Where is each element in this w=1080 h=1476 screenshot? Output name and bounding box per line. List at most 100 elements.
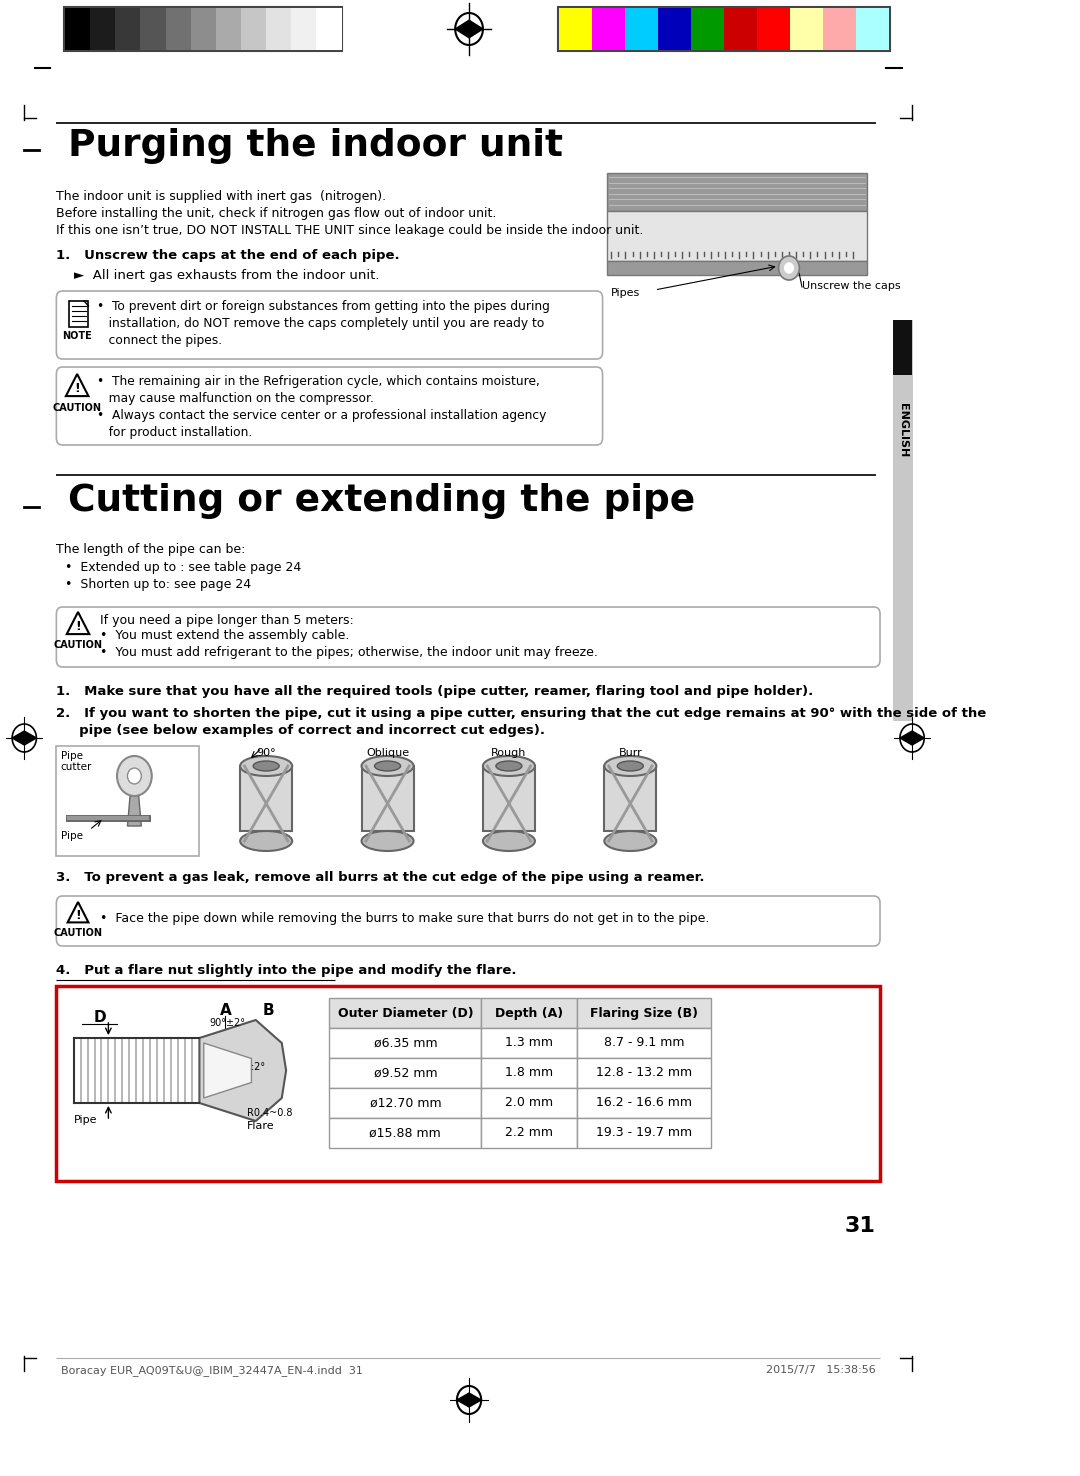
Text: A: A xyxy=(219,1004,231,1018)
Bar xyxy=(607,261,867,275)
Bar xyxy=(893,320,913,720)
Text: •  To prevent dirt or foreign substances from getting into the pipes during: • To prevent dirt or foreign substances … xyxy=(97,300,550,313)
Text: 16.2 - 16.6 mm: 16.2 - 16.6 mm xyxy=(596,1097,692,1110)
Text: D: D xyxy=(93,1010,106,1024)
Text: may cause malfunction on the compressor.: may cause malfunction on the compressor. xyxy=(97,393,374,404)
Bar xyxy=(607,173,867,211)
Bar xyxy=(691,7,724,50)
Bar xyxy=(56,986,880,1181)
Text: !: ! xyxy=(76,909,81,921)
Text: !: ! xyxy=(76,620,81,633)
Bar xyxy=(329,998,482,1027)
Ellipse shape xyxy=(496,762,522,770)
Text: Before installing the unit, check if nitrogen gas flow out of indoor unit.: Before installing the unit, check if nit… xyxy=(56,207,497,220)
Bar xyxy=(482,1088,577,1117)
Text: •  Shorten up to: see page 24: • Shorten up to: see page 24 xyxy=(65,579,252,590)
Circle shape xyxy=(785,263,794,273)
Polygon shape xyxy=(67,613,90,635)
Text: Burr: Burr xyxy=(619,748,643,759)
Text: 45°±2°: 45°±2° xyxy=(230,1063,266,1073)
Bar xyxy=(577,1117,711,1148)
Ellipse shape xyxy=(483,831,535,852)
Text: 31: 31 xyxy=(845,1216,876,1235)
Text: •  You must add refrigerant to the pipes; otherwise, the indoor unit may freeze.: • You must add refrigerant to the pipes;… xyxy=(99,646,597,658)
Text: Cutting or extending the pipe: Cutting or extending the pipe xyxy=(68,483,694,520)
Ellipse shape xyxy=(253,762,279,770)
Bar xyxy=(607,211,867,261)
Text: connect the pipes.: connect the pipes. xyxy=(97,334,222,347)
Ellipse shape xyxy=(240,831,293,852)
Bar xyxy=(592,7,625,50)
Circle shape xyxy=(127,768,141,784)
Text: The length of the pipe can be:: The length of the pipe can be: xyxy=(56,543,246,556)
Bar xyxy=(240,766,293,831)
Polygon shape xyxy=(457,1393,482,1407)
Bar xyxy=(558,7,890,52)
Text: 19.3 - 19.7 mm: 19.3 - 19.7 mm xyxy=(596,1126,692,1139)
Text: Unscrew the caps: Unscrew the caps xyxy=(802,280,901,291)
Bar xyxy=(757,7,789,50)
Bar xyxy=(316,7,341,50)
Text: ►  All inert gas exhausts from the indoor unit.: ► All inert gas exhausts from the indoor… xyxy=(73,269,379,282)
Text: 90°±2°: 90°±2° xyxy=(210,1018,246,1027)
Circle shape xyxy=(779,255,799,280)
Bar xyxy=(241,7,266,50)
Bar xyxy=(482,1027,577,1058)
Bar xyxy=(577,1027,711,1058)
Bar xyxy=(577,1058,711,1088)
Text: Pipe: Pipe xyxy=(60,751,83,762)
Text: Flare: Flare xyxy=(247,1120,274,1131)
Text: ø15.88 mm: ø15.88 mm xyxy=(369,1126,442,1139)
Ellipse shape xyxy=(618,762,644,770)
Bar xyxy=(625,7,658,50)
Text: Purging the indoor unit: Purging the indoor unit xyxy=(68,128,563,164)
Bar xyxy=(69,301,89,328)
Polygon shape xyxy=(12,731,37,745)
Bar xyxy=(329,1088,482,1117)
Text: Depth (A): Depth (A) xyxy=(495,1007,563,1020)
Text: •  Extended up to : see table page 24: • Extended up to : see table page 24 xyxy=(65,561,301,574)
Text: 12.8 - 13.2 mm: 12.8 - 13.2 mm xyxy=(596,1067,692,1079)
Text: ø9.52 mm: ø9.52 mm xyxy=(374,1067,437,1079)
Polygon shape xyxy=(204,1044,252,1098)
Bar xyxy=(116,7,140,50)
Bar xyxy=(329,1058,482,1088)
Bar xyxy=(482,1117,577,1148)
Text: Boracay EUR_AQ09T&U@_IBIM_32447A_EN-4.indd  31: Boracay EUR_AQ09T&U@_IBIM_32447A_EN-4.in… xyxy=(60,1365,363,1376)
Bar xyxy=(482,998,577,1027)
Text: 2015/7/7   15:38:56: 2015/7/7 15:38:56 xyxy=(766,1365,876,1376)
Bar xyxy=(292,7,316,50)
Ellipse shape xyxy=(240,756,293,776)
Text: NOTE: NOTE xyxy=(63,331,92,341)
Bar xyxy=(191,7,216,50)
Ellipse shape xyxy=(605,756,657,776)
Bar xyxy=(64,7,342,52)
Bar xyxy=(577,1088,711,1117)
Bar xyxy=(65,7,90,50)
Polygon shape xyxy=(68,902,89,922)
Ellipse shape xyxy=(605,831,657,852)
Text: Oblique: Oblique xyxy=(366,748,409,759)
Text: 1.   Make sure that you have all the required tools (pipe cutter, reamer, flarin: 1. Make sure that you have all the requi… xyxy=(56,685,813,698)
FancyBboxPatch shape xyxy=(56,607,880,667)
Text: 2.0 mm: 2.0 mm xyxy=(504,1097,553,1110)
Text: !: ! xyxy=(75,382,80,394)
Text: ø12.70 mm: ø12.70 mm xyxy=(369,1097,441,1110)
Bar xyxy=(329,1027,482,1058)
Text: 8.7 - 9.1 mm: 8.7 - 9.1 mm xyxy=(604,1036,684,1049)
Text: •  You must extend the assembly cable.: • You must extend the assembly cable. xyxy=(99,629,349,642)
Bar xyxy=(90,7,116,50)
Circle shape xyxy=(457,1386,482,1414)
Bar xyxy=(577,998,711,1027)
Bar xyxy=(823,7,855,50)
Text: 1.8 mm: 1.8 mm xyxy=(504,1067,553,1079)
Text: •  The remaining air in the Refrigeration cycle, which contains moisture,: • The remaining air in the Refrigeration… xyxy=(97,375,540,388)
Text: Outer Diameter (D): Outer Diameter (D) xyxy=(338,1007,473,1020)
Bar xyxy=(165,7,191,50)
FancyBboxPatch shape xyxy=(56,896,880,946)
Text: 3.   To prevent a gas leak, remove all burrs at the cut edge of the pipe using a: 3. To prevent a gas leak, remove all bur… xyxy=(56,871,705,884)
Bar xyxy=(658,7,691,50)
Text: Rough: Rough xyxy=(491,748,527,759)
Bar xyxy=(605,766,657,831)
FancyBboxPatch shape xyxy=(56,291,603,359)
